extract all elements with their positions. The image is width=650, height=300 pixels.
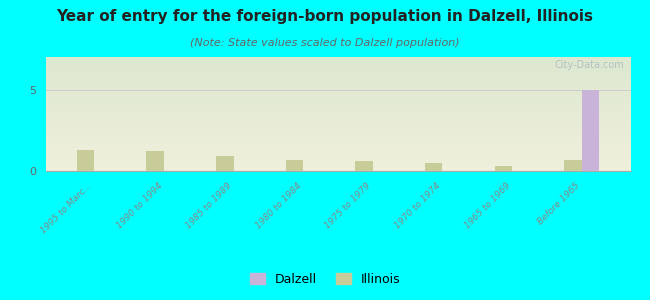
Text: Year of entry for the foreign-born population in Dalzell, Illinois: Year of entry for the foreign-born popul… [57,9,593,24]
Bar [356,161,373,171]
Bar [286,160,303,171]
Bar [146,152,164,171]
Bar [216,156,233,171]
Text: (Note: State values scaled to Dalzell population): (Note: State values scaled to Dalzell po… [190,38,460,47]
Bar [77,150,94,171]
Bar [495,166,512,171]
Text: City-Data.com: City-Data.com [555,60,625,70]
Bar [582,90,599,171]
Bar [425,163,443,171]
Bar [564,160,582,171]
Legend: Dalzell, Illinois: Dalzell, Illinois [245,268,405,291]
